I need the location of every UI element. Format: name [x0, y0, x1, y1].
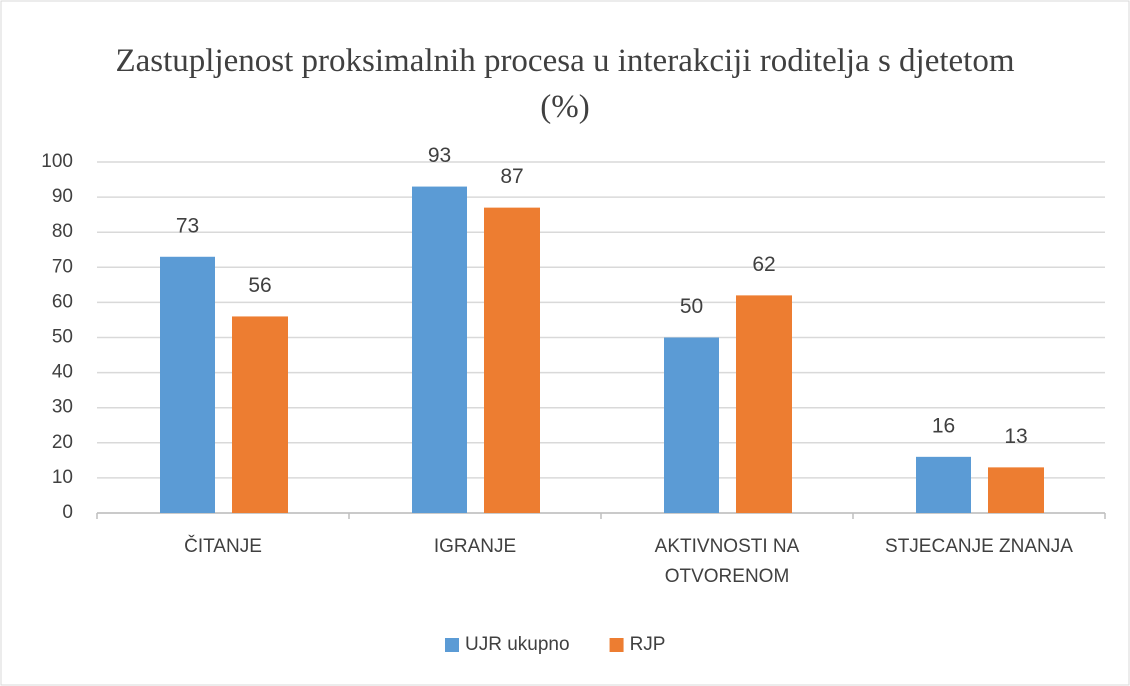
- bar: [916, 456, 971, 513]
- legend-label: RJP: [630, 634, 666, 655]
- data-label: 56: [248, 274, 271, 297]
- legend-label: UJR ukupno: [465, 634, 570, 655]
- data-label: 50: [680, 295, 703, 318]
- bar: [232, 316, 288, 513]
- data-label: 62: [752, 253, 775, 276]
- bar: [412, 186, 467, 513]
- y-tick-label: 100: [41, 151, 73, 172]
- y-tick-label: 40: [52, 362, 73, 383]
- data-label: 87: [500, 165, 523, 188]
- x-tick-label: STJECANJE ZNANJA: [885, 536, 1073, 557]
- y-tick-label: 60: [52, 291, 73, 312]
- y-tick-label: 70: [52, 256, 73, 277]
- y-tick-label: 20: [52, 432, 73, 453]
- bar: [736, 295, 792, 513]
- x-tick-label: AKTIVNOSTI NA OTVORENOM: [654, 536, 800, 587]
- bar: [484, 207, 540, 513]
- data-label: 93: [428, 144, 451, 167]
- legend-swatch: [445, 638, 459, 652]
- x-tick-label: IGRANJE: [433, 536, 517, 557]
- bar: [988, 467, 1044, 513]
- x-tick-label: ČITANJE: [184, 536, 262, 557]
- y-tick-label: 80: [52, 221, 73, 242]
- y-tick-label: 0: [62, 502, 73, 523]
- data-label: 13: [1004, 425, 1027, 448]
- y-tick-label: 50: [52, 327, 73, 348]
- y-tick-label: 90: [52, 186, 73, 207]
- y-tick-label: 10: [52, 467, 73, 488]
- chart-title: Zastupljenost proksimalnih procesa u int…: [115, 43, 1015, 125]
- data-label: 73: [176, 214, 199, 237]
- data-label: 16: [932, 414, 955, 437]
- bar: [664, 337, 719, 513]
- bar: [160, 256, 215, 513]
- legend-swatch: [609, 638, 624, 652]
- y-tick-label: 30: [52, 397, 73, 418]
